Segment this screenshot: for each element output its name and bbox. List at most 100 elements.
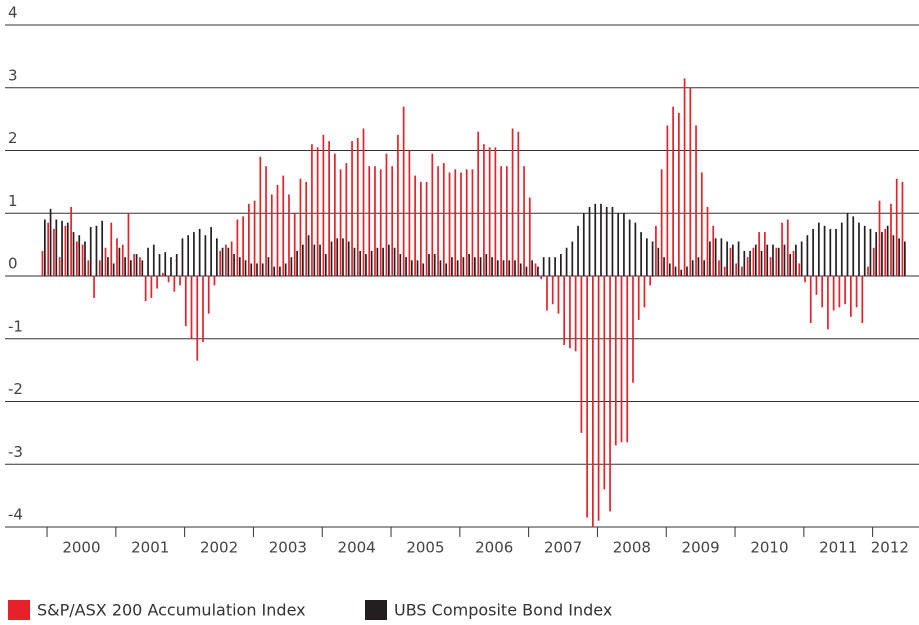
bar <box>514 260 516 276</box>
y-tick-label: 2 <box>8 129 18 147</box>
bar <box>528 197 531 276</box>
bar <box>345 163 348 276</box>
bar <box>135 254 138 276</box>
bar <box>233 254 235 276</box>
bar <box>230 241 233 276</box>
bar <box>783 244 786 276</box>
bar <box>488 147 491 276</box>
bar <box>362 128 365 276</box>
bar <box>634 222 637 276</box>
bar <box>451 257 453 276</box>
bar <box>586 276 588 518</box>
bar <box>867 266 869 276</box>
legend-swatch <box>365 600 387 620</box>
bar <box>640 232 642 276</box>
y-tick-label: 0 <box>8 255 18 273</box>
bar <box>210 227 212 276</box>
bar <box>660 169 663 276</box>
bar <box>316 147 319 276</box>
bar <box>353 247 356 276</box>
y-tick-label: -3 <box>8 443 23 461</box>
bar <box>712 225 715 276</box>
bar <box>726 241 728 276</box>
bar <box>147 247 149 276</box>
bar <box>758 232 760 276</box>
bar <box>170 257 172 276</box>
bar <box>89 227 92 276</box>
bar <box>626 276 629 443</box>
bar <box>603 276 606 490</box>
bar <box>66 222 69 276</box>
bar <box>465 169 468 276</box>
bar <box>904 241 906 276</box>
bar <box>58 257 61 276</box>
bar <box>118 247 121 276</box>
y-tick-label: 1 <box>8 192 18 210</box>
bar <box>422 263 425 276</box>
bar <box>428 254 430 276</box>
bar <box>623 213 625 276</box>
bar <box>646 238 648 276</box>
bar <box>709 241 711 276</box>
bar <box>193 232 195 276</box>
bar <box>393 247 396 276</box>
bar <box>600 203 602 276</box>
bar <box>611 206 614 276</box>
bar <box>637 276 640 320</box>
bar <box>614 276 617 446</box>
bar <box>657 247 660 276</box>
y-tick-label: 4 <box>8 4 18 22</box>
bar <box>49 208 52 276</box>
bar <box>336 238 339 276</box>
bar <box>187 235 190 276</box>
bar <box>248 203 250 276</box>
bar <box>691 260 694 276</box>
bar <box>844 276 846 305</box>
bar <box>815 276 818 295</box>
bar <box>525 266 528 276</box>
bar <box>560 254 562 276</box>
bar <box>433 254 436 276</box>
bar <box>196 276 199 361</box>
bar <box>156 276 158 289</box>
legend-label: S&P/ASX 200 Accumulation Index <box>37 601 306 620</box>
bar <box>468 254 470 276</box>
bar <box>198 228 201 276</box>
bar <box>124 257 126 276</box>
x-tick-label: 2005 <box>406 539 444 557</box>
bar <box>506 166 508 276</box>
bar <box>789 254 792 276</box>
bar <box>399 254 402 276</box>
bar <box>869 228 872 276</box>
bar <box>141 260 144 276</box>
bar <box>184 276 187 327</box>
bar <box>818 222 820 276</box>
bar <box>806 235 809 276</box>
bar <box>379 169 382 276</box>
x-tick-label: 2000 <box>62 539 100 557</box>
bar <box>609 276 611 512</box>
bar <box>605 206 608 276</box>
bar <box>112 263 115 276</box>
bar <box>158 254 161 276</box>
bar <box>548 257 551 276</box>
bar <box>666 125 669 277</box>
bar <box>886 225 889 276</box>
bar <box>832 276 835 311</box>
bar <box>898 238 900 276</box>
bar <box>107 257 109 276</box>
bar <box>284 263 287 276</box>
x-tick-label: 2007 <box>544 539 582 557</box>
bar <box>565 247 568 276</box>
bar <box>729 247 732 276</box>
bar <box>227 247 230 276</box>
bar <box>858 222 860 276</box>
bar <box>225 244 227 276</box>
bar <box>167 276 170 283</box>
bar <box>339 169 342 276</box>
bar <box>101 220 104 276</box>
bar <box>580 276 583 433</box>
bar <box>754 244 757 276</box>
bar <box>620 276 623 443</box>
y-tick-label: -2 <box>8 380 23 398</box>
